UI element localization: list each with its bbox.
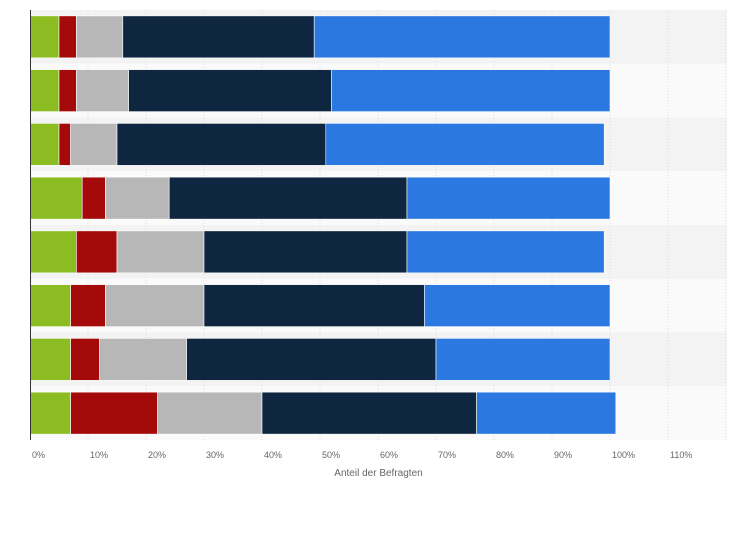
- bar-segment-3[interactable]: [76, 15, 124, 59]
- x-tick-label: 10%: [90, 450, 108, 460]
- bar-segment-1[interactable]: [29, 176, 83, 220]
- bar-segment-1[interactable]: [29, 391, 71, 435]
- bar-segment-3[interactable]: [99, 338, 187, 381]
- x-tick-label: 20%: [148, 450, 166, 460]
- bar-segment-4[interactable]: [116, 123, 327, 166]
- bar-segment-4[interactable]: [261, 391, 477, 435]
- x-tick-label: 60%: [380, 450, 398, 460]
- x-tick-label: 50%: [322, 450, 340, 460]
- bar-segment-1[interactable]: [29, 284, 71, 327]
- bar-segment-2[interactable]: [58, 123, 71, 166]
- bar-segment-5[interactable]: [406, 176, 611, 220]
- bar-segment-4[interactable]: [168, 176, 408, 220]
- bar-segment-3[interactable]: [70, 123, 118, 166]
- bar-segment-3[interactable]: [76, 69, 129, 112]
- bar-segment-4[interactable]: [186, 338, 437, 381]
- bar-segment-2[interactable]: [58, 69, 77, 112]
- bar-segment-1[interactable]: [29, 123, 60, 166]
- bar-segment-3[interactable]: [116, 230, 205, 274]
- x-tick-labels: 0% 10% 20% 30% 40% 50% 60% 70% 80% 90% 100% 110%: [32, 450, 692, 460]
- bar-segment-1[interactable]: [29, 15, 60, 59]
- bar-segment-3[interactable]: [157, 391, 263, 435]
- bar-segment-2[interactable]: [70, 284, 106, 327]
- bar-segment-4[interactable]: [128, 69, 332, 112]
- bar-segment-1[interactable]: [29, 230, 77, 274]
- bar-segment-3[interactable]: [105, 284, 205, 327]
- bar-segment-5[interactable]: [331, 69, 611, 112]
- bar-segment-1[interactable]: [29, 338, 71, 381]
- x-tick-label: 110%: [670, 450, 692, 460]
- bar-segment-2[interactable]: [70, 338, 100, 381]
- x-axis-title: Anteil der Befragten: [334, 468, 423, 479]
- x-tick-label: 80%: [496, 450, 514, 460]
- bar-segment-5[interactable]: [435, 338, 611, 381]
- bar-segment-2[interactable]: [81, 176, 106, 220]
- bar-segment-2[interactable]: [70, 391, 158, 435]
- bar-segment-2[interactable]: [58, 15, 77, 59]
- bar-segment-4[interactable]: [122, 15, 315, 59]
- bar-segment-2[interactable]: [76, 230, 118, 274]
- x-tick-label: 30%: [206, 450, 224, 460]
- bar-segment-5[interactable]: [313, 15, 611, 59]
- bar-segment-3[interactable]: [105, 176, 170, 220]
- x-tick-label: 90%: [554, 450, 572, 460]
- bars: [29, 15, 617, 435]
- x-tick-label: 70%: [438, 450, 456, 460]
- bar-segment-5[interactable]: [424, 284, 611, 327]
- bar-segment-4[interactable]: [203, 284, 425, 327]
- x-tick-label: 100%: [612, 450, 635, 460]
- x-tick-label: 0%: [32, 450, 45, 460]
- x-tick-label: 40%: [264, 450, 282, 460]
- bar-segment-4[interactable]: [203, 230, 408, 274]
- bar-segment-1[interactable]: [29, 69, 60, 112]
- bar-segment-5[interactable]: [476, 391, 617, 435]
- bar-segment-5[interactable]: [406, 230, 605, 274]
- bar-segment-5[interactable]: [325, 123, 605, 166]
